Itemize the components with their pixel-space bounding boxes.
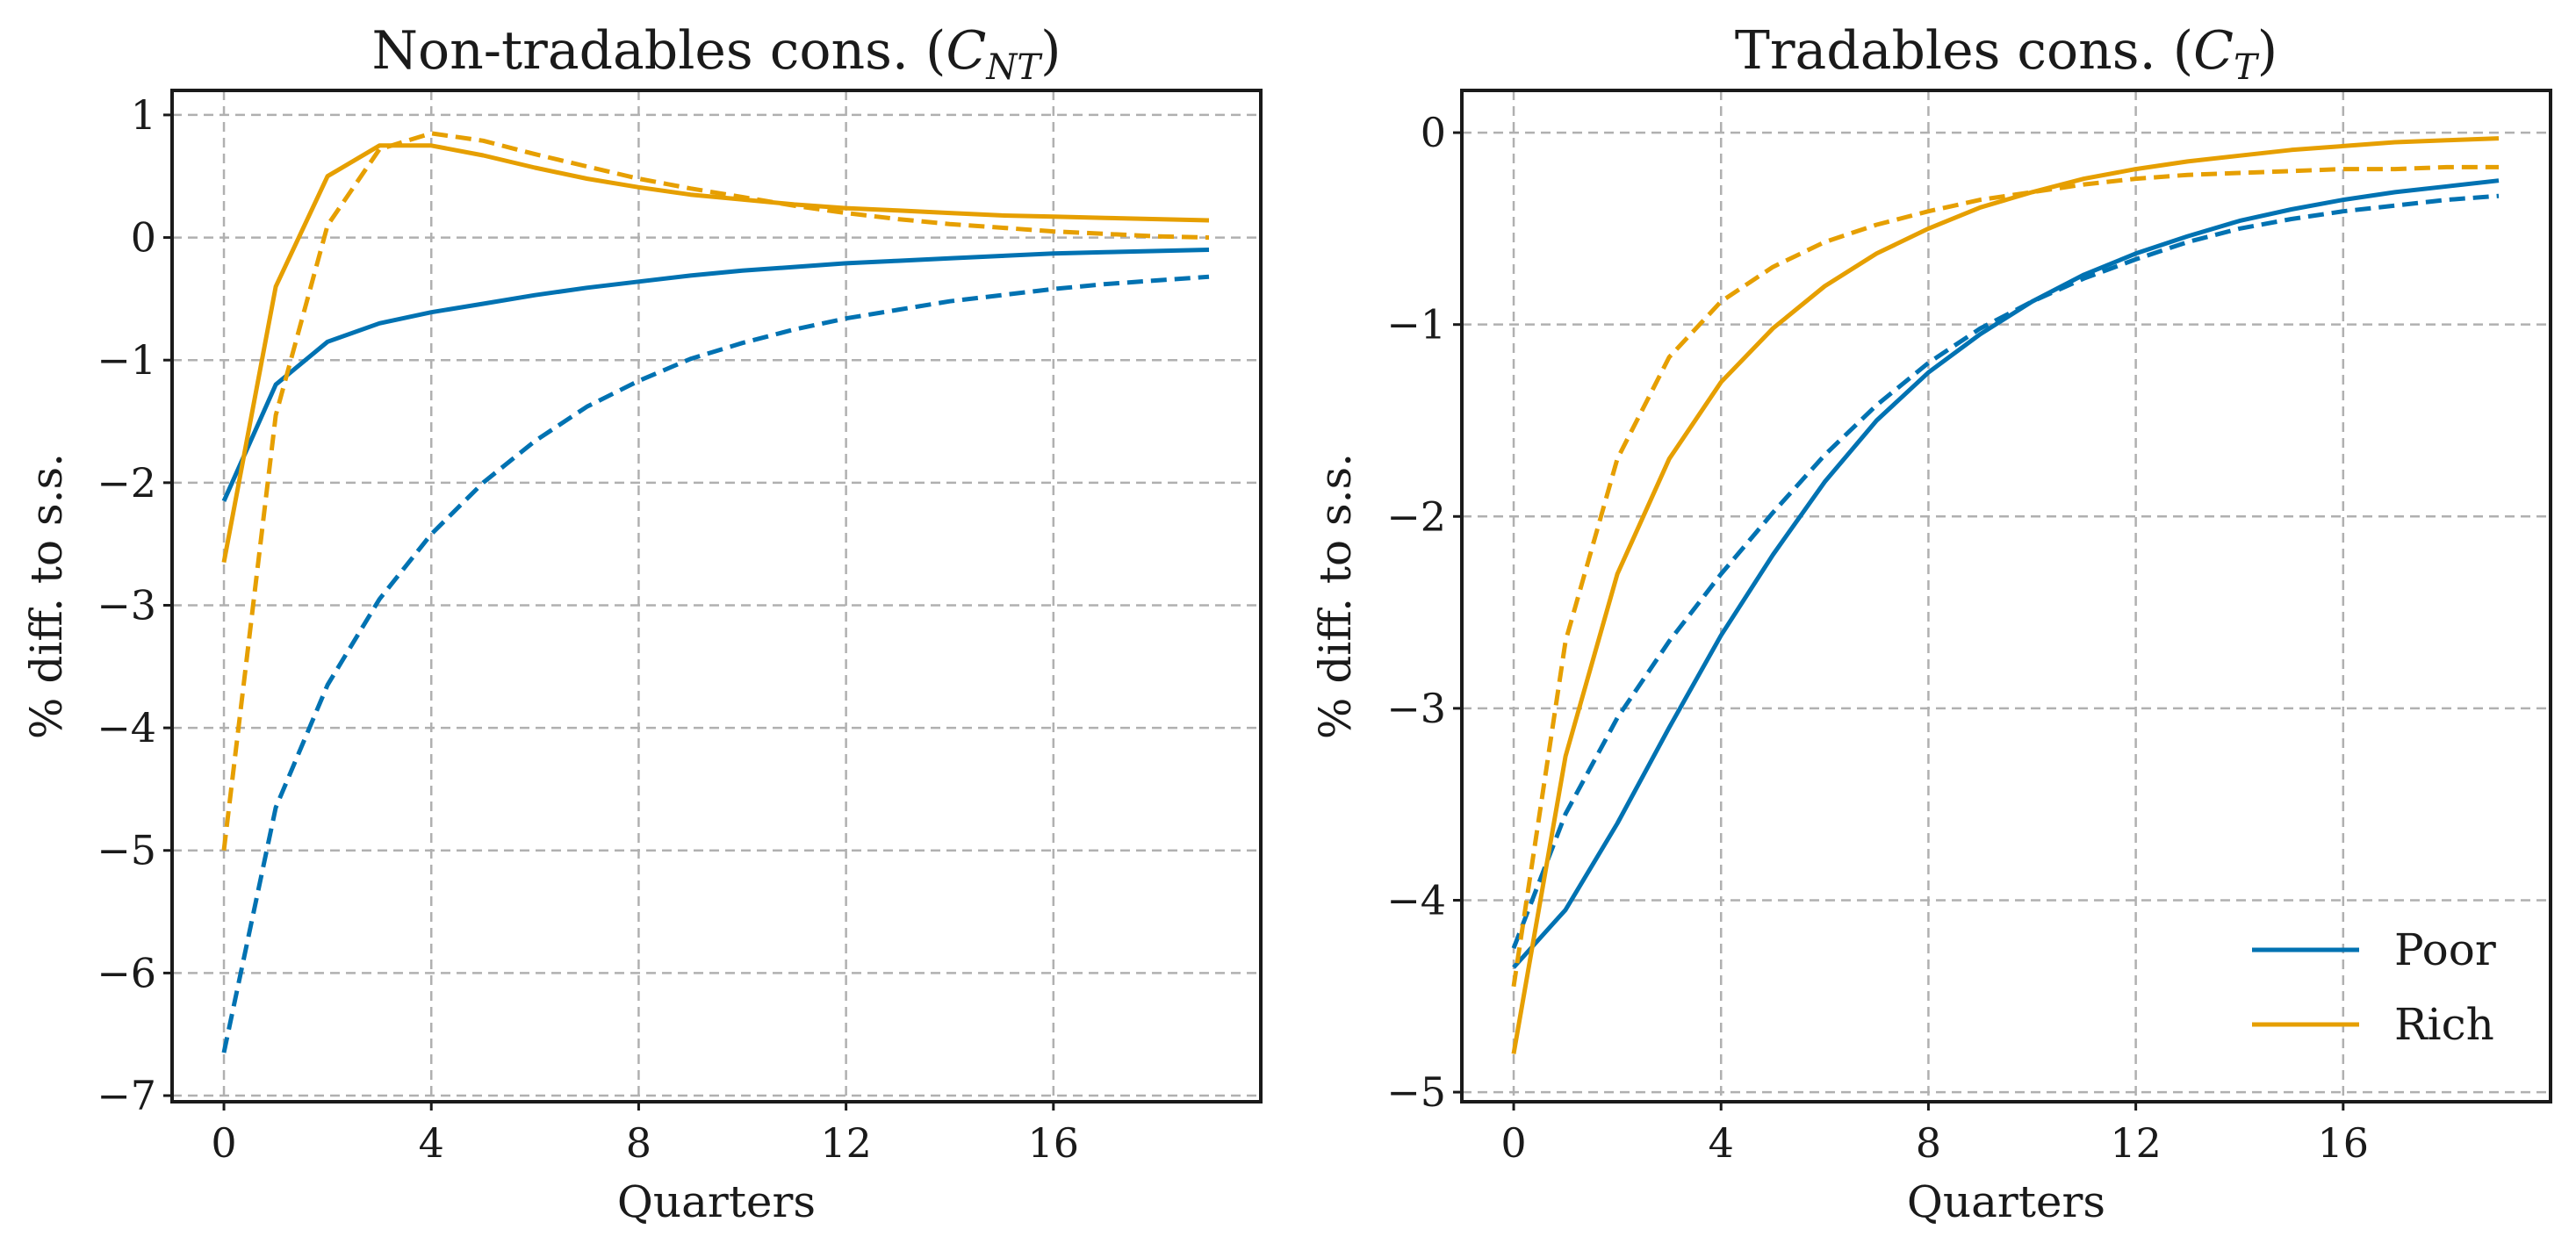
y-tick-label: −2 xyxy=(1386,492,1446,540)
legend-label-poor: Poor xyxy=(2394,924,2496,975)
y-tick-label: −3 xyxy=(97,581,156,629)
y-tick-label: −5 xyxy=(1386,1068,1446,1116)
y-tick-label: −1 xyxy=(1386,301,1446,349)
series-line-line-3-dashed xyxy=(1511,164,2499,988)
x-tick-label: 16 xyxy=(2318,1119,2370,1167)
tick-labels: 0 4 8 12 16 1 0 −1 −2 −3 −4 −5 −6 −7 xyxy=(97,91,1079,1167)
chart-panel-tradables: 0 4 8 12 160−1−2−3−4−5 Tradables cons. (CT) … xyxy=(1310,20,2552,1227)
grid-lines xyxy=(1462,90,2551,1102)
y-tick-label: 1 xyxy=(131,91,156,139)
x-axis-label: Quarters xyxy=(617,1176,816,1227)
y-axis-label: % diff. to s.s. xyxy=(21,453,72,739)
y-tick-label: −4 xyxy=(1386,876,1446,924)
x-tick-label: 16 xyxy=(1028,1119,1080,1167)
grid-lines xyxy=(172,90,1261,1102)
x-tick-label: 0 xyxy=(211,1119,236,1167)
series-line-line-2-solid xyxy=(221,143,1210,564)
series-line-line-3-dashed xyxy=(221,131,1210,851)
series-line-line-0-solid xyxy=(221,248,1210,502)
tick-labels: 0 4 8 12 16 0 −1 −2 −3 −4 −5 xyxy=(1386,109,2369,1167)
x-tick-label: 8 xyxy=(626,1119,651,1167)
series-lines xyxy=(1511,136,2500,1054)
y-tick-label: −4 xyxy=(97,704,156,751)
series-line-line-1-dashed xyxy=(221,274,1210,1053)
series-line-poor-solid xyxy=(1512,178,2500,969)
y-tick-label: −6 xyxy=(97,949,156,996)
y-tick-label: −1 xyxy=(97,336,156,384)
y-tick-label: −2 xyxy=(97,459,156,507)
y-axis-label: % diff. to s.s. xyxy=(1310,453,1361,739)
x-tick-label: 12 xyxy=(820,1119,872,1167)
x-tick-label: 12 xyxy=(2110,1119,2162,1167)
legend: Poor Rich xyxy=(2252,924,2496,1050)
y-tick-label: −3 xyxy=(1386,685,1446,732)
chart-panel-non-tradables: 0 4 8 12 16 1 0 −1 −2 −3 −4 −5 −6 −7 Non-tradables co… xyxy=(21,20,1263,1227)
series-line-rich-solid xyxy=(1511,136,2500,1054)
x-tick-label: 4 xyxy=(1709,1119,1734,1167)
series-line-line-1-dashed xyxy=(1511,193,2500,950)
series-lines xyxy=(221,131,1210,1053)
x-tick-label: 4 xyxy=(419,1119,444,1167)
x-axis-label: Quarters xyxy=(1907,1176,2105,1227)
chart-title: Tradables cons. (CT) xyxy=(1735,20,2277,88)
y-tick-label: 0 xyxy=(1421,109,1446,156)
x-tick-label: 8 xyxy=(1916,1119,1941,1167)
axes-frame xyxy=(170,89,1263,1103)
chart-title: Non-tradables cons. (CNT) xyxy=(372,20,1061,88)
axes-frame xyxy=(1460,89,2552,1103)
y-tick-label: −7 xyxy=(97,1072,156,1119)
y-tick-label: 0 xyxy=(131,214,156,262)
legend-label-rich: Rich xyxy=(2394,999,2494,1050)
y-tick-label: −5 xyxy=(97,827,156,874)
x-tick-label: 0 xyxy=(1500,1119,1526,1167)
